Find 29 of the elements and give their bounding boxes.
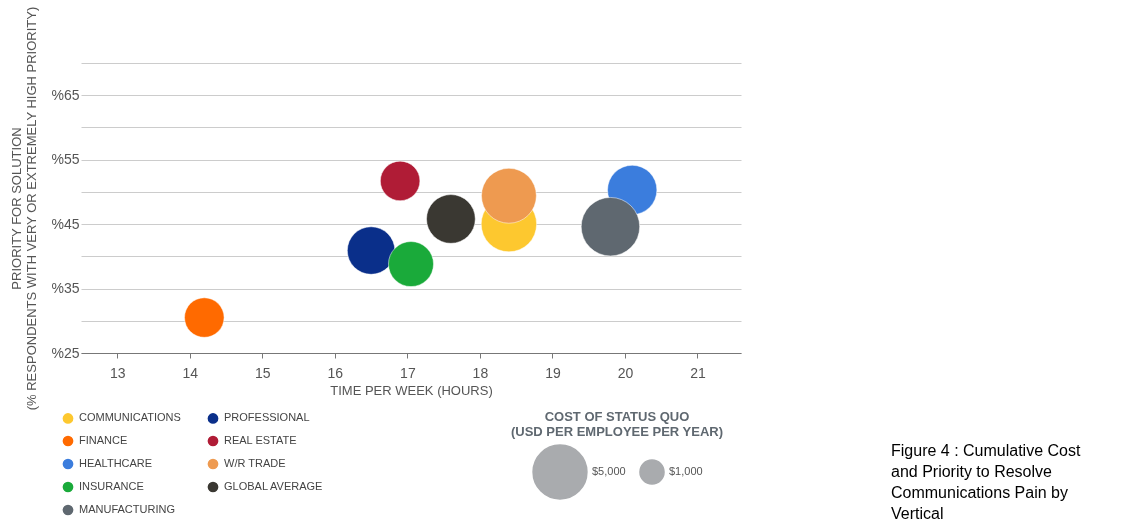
legend-label: $5,000 <box>592 465 626 478</box>
x-tick-label: 19 <box>545 364 561 381</box>
legend-title: COST OF STATUS QUO (USD PER EMPLOYEE PER YEAR) <box>510 409 724 439</box>
y-tick-label: %65 <box>51 86 80 103</box>
caption: Figure 4 : Cumulative Cost and Priority to Resolve Communications Pain by Vertical <box>891 442 1081 522</box>
legend-label: INSURANCE <box>79 480 144 492</box>
x-tick-label: 17 <box>400 364 416 381</box>
x-tick-label: 20 <box>617 364 634 381</box>
x-axis-title: TIME PER WEEK (HOURS) <box>330 382 493 398</box>
x-tick-label: 15 <box>255 364 271 381</box>
legend-label: PROFESSIONAL <box>224 411 310 424</box>
legend-label: FINANCE <box>79 434 128 446</box>
legend-label: GLOBAL AVERAGE <box>224 480 323 492</box>
legend-label: COMMUNICATIONS <box>79 411 181 424</box>
legend-label: W/R TRADE <box>224 457 286 469</box>
y-tick-label: %55 <box>51 151 80 168</box>
x-tick-label: 18 <box>472 364 489 381</box>
legend-label: REAL ESTATE <box>224 434 297 446</box>
x-tick-label: 13 <box>109 364 126 381</box>
x-tick-label: 21 <box>690 364 706 381</box>
legend-label: HEALTHCARE <box>79 457 153 469</box>
legend-label: MANUFACTURING <box>79 503 175 515</box>
y-tick-label: %25 <box>51 344 80 361</box>
y-tick-label: %35 <box>51 280 80 297</box>
y-axis-title: PRIORITY FOR SOLUTION (% RESPONDENTS WITH VERY OR EXTREMELY HIGH PRIORITY) <box>9 6 40 411</box>
y-tick-label: %45 <box>51 215 80 232</box>
legend-label: $1,000 <box>669 464 703 477</box>
x-tick-label: 14 <box>182 364 199 381</box>
x-tick-label: 16 <box>327 364 344 381</box>
